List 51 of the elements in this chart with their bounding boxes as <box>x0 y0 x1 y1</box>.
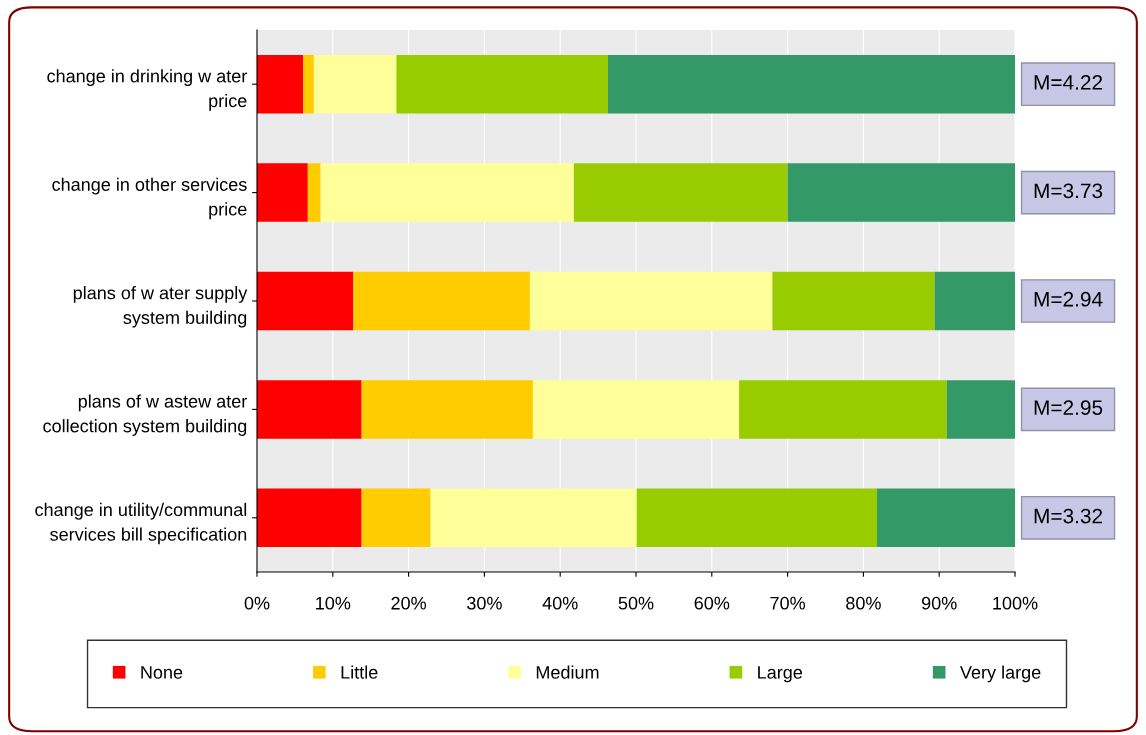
bar <box>430 488 637 548</box>
bar <box>320 163 574 222</box>
bar <box>307 163 321 222</box>
y-tick-label: plans of w ater supply system building <box>73 286 248 328</box>
legend-label: Very large <box>960 665 1041 683</box>
legend-label: Large <box>758 666 803 683</box>
bar <box>532 380 740 439</box>
bar <box>934 271 1015 331</box>
bar <box>946 380 1015 439</box>
x-tick-label: 70% <box>770 596 806 610</box>
legend-label: Little <box>341 665 378 679</box>
bar <box>877 488 1015 548</box>
legend-label: None <box>141 666 183 679</box>
bar <box>353 271 530 331</box>
x-tick-label: 40% <box>542 596 578 610</box>
x-tick-label: 30% <box>467 596 502 610</box>
text: M=3.73 <box>1034 183 1103 199</box>
y-tick-label: change in utility/communal services bill specification <box>35 502 247 545</box>
bar <box>787 163 1015 222</box>
x-tick-label: 100% <box>993 596 1038 610</box>
bar <box>396 54 608 114</box>
bar <box>361 380 533 439</box>
bar <box>257 380 362 439</box>
x-tick-label: 10% <box>316 596 351 610</box>
x-tick-label: 50% <box>618 596 654 610</box>
x-tick-label: 20% <box>391 596 427 610</box>
text: M=2.95 <box>1034 400 1103 415</box>
bar <box>607 54 1015 114</box>
text: M=4.22 <box>1034 75 1103 90</box>
y-tick-label: plans of w astew ater collection system building <box>43 394 247 436</box>
bar <box>303 54 314 114</box>
y-tick-label: change in other services price <box>52 177 247 220</box>
x-tick-label: 60% <box>694 596 730 610</box>
bar <box>573 163 788 222</box>
bar <box>772 271 935 331</box>
bar <box>361 488 431 548</box>
bar <box>257 271 354 331</box>
bar <box>257 163 308 222</box>
bar <box>636 488 878 548</box>
x-tick-label: 80% <box>846 596 881 610</box>
bar <box>257 54 304 114</box>
legend-label: Medium <box>536 665 599 679</box>
text: M=2.94 <box>1034 291 1103 307</box>
text: M=3.32 <box>1034 508 1103 524</box>
y-tick-label: change in drinking w ater price <box>47 69 247 111</box>
x-tick-label: 0% <box>244 596 270 610</box>
bar <box>739 380 947 439</box>
x-tick-label: 90% <box>921 596 957 610</box>
bar <box>529 271 773 331</box>
bar <box>313 54 397 114</box>
bar <box>257 488 362 548</box>
